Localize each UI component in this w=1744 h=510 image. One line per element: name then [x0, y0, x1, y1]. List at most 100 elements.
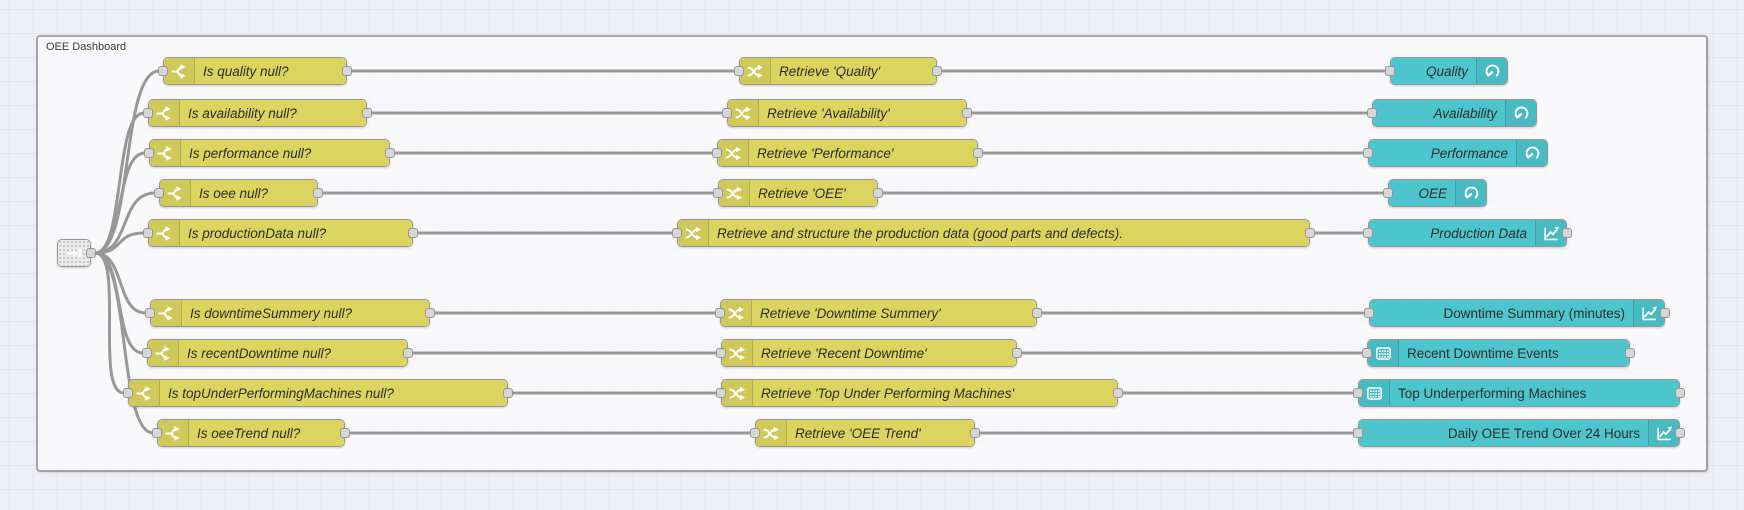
input-port[interactable] [716, 348, 726, 358]
node-is-quality-null[interactable]: Is quality null? [158, 57, 352, 85]
input-port[interactable] [734, 66, 744, 76]
output-port[interactable] [1305, 228, 1315, 238]
output-port[interactable] [385, 148, 395, 158]
output-port[interactable] [408, 228, 418, 238]
input-port[interactable] [1353, 388, 1363, 398]
node-is-recentdowntime-null[interactable]: Is recentDowntime null? [142, 339, 413, 367]
input-port[interactable] [1363, 228, 1373, 238]
input-port[interactable] [144, 148, 154, 158]
node-recent-downtime-events[interactable]: Recent Downtime Events [1362, 339, 1635, 367]
input-port[interactable] [143, 228, 153, 238]
output-port[interactable] [403, 348, 413, 358]
node-label: Is quality null? [203, 63, 289, 79]
input-port[interactable] [1367, 108, 1377, 118]
node-label: OEE [1418, 185, 1447, 201]
input-port[interactable] [1364, 308, 1374, 318]
change-icon [722, 340, 753, 366]
gauge-icon [1455, 180, 1486, 206]
node-is-availability-null[interactable]: Is availability null? [143, 99, 372, 127]
input-port[interactable] [145, 308, 155, 318]
input-port[interactable] [722, 108, 732, 118]
output-port[interactable] [1625, 348, 1635, 358]
input-port[interactable] [713, 188, 723, 198]
node-label: Is productionData null? [188, 225, 327, 241]
node-is-productiondata-null[interactable]: Is productionData null? [143, 219, 418, 247]
wire[interactable] [93, 231, 146, 255]
input-port[interactable] [712, 148, 722, 158]
output-port[interactable] [342, 66, 352, 76]
output-port[interactable] [362, 108, 372, 118]
node-retrieve-oee-trend[interactable]: Retrieve 'OEE Trend' [750, 419, 980, 447]
input-port[interactable] [1362, 348, 1372, 358]
output-port[interactable] [86, 248, 96, 258]
input-port[interactable] [716, 388, 726, 398]
node-is-downtimesummery-null[interactable]: Is downtimeSummery null? [145, 299, 435, 327]
node-retrieve-and-structure-the-production-data-good-parts-and-defects[interactable]: Retrieve and structure the production da… [672, 219, 1315, 247]
node-retrieve-top-under-performing-machines[interactable]: Retrieve 'Top Under Performing Machines' [716, 379, 1123, 407]
input-port[interactable] [143, 108, 153, 118]
input-port[interactable] [1383, 188, 1393, 198]
node-downtime-summary-minutes[interactable]: Downtime Summary (minutes) [1364, 299, 1670, 327]
node-daily-oee-trend-over-24-hours[interactable]: Daily OEE Trend Over 24 Hours [1353, 419, 1685, 447]
node-production-data[interactable]: Production Data [1363, 219, 1572, 247]
node-is-performance-null[interactable]: Is performance null? [144, 139, 395, 167]
output-port[interactable] [1032, 308, 1042, 318]
output-port[interactable] [962, 108, 972, 118]
node-link-in[interactable] [57, 239, 96, 267]
node-oee[interactable]: OEE [1383, 179, 1487, 207]
output-port[interactable] [1113, 388, 1123, 398]
output-port[interactable] [1660, 308, 1670, 318]
node-is-topunderperformingmachines-null[interactable]: Is topUnderPerformingMachines null? [123, 379, 513, 407]
node-availability[interactable]: Availability [1367, 99, 1537, 127]
input-port[interactable] [1385, 66, 1395, 76]
node-label: Retrieve and structure the production da… [717, 225, 1123, 241]
wire[interactable] [93, 251, 126, 395]
node-label: Top Underperforming Machines [1398, 385, 1587, 401]
output-port[interactable] [873, 188, 883, 198]
input-port[interactable] [123, 388, 133, 398]
node-retrieve-oee[interactable]: Retrieve 'OEE' [713, 179, 883, 207]
table-icon [1359, 380, 1390, 406]
output-port[interactable] [932, 66, 942, 76]
input-port[interactable] [1353, 428, 1363, 438]
node-is-oeetrend-null[interactable]: Is oeeTrend null? [152, 419, 350, 447]
node-top-underperforming-machines[interactable]: Top Underperforming Machines [1353, 379, 1685, 407]
input-port[interactable] [672, 228, 682, 238]
input-port[interactable] [158, 66, 168, 76]
output-port[interactable] [1675, 428, 1685, 438]
input-port[interactable] [750, 428, 760, 438]
node-retrieve-availability[interactable]: Retrieve 'Availability' [722, 99, 972, 127]
output-port[interactable] [1675, 388, 1685, 398]
node-retrieve-downtime-summery[interactable]: Retrieve 'Downtime Summery' [715, 299, 1042, 327]
node-label: Quality [1425, 63, 1468, 79]
change-icon [740, 58, 771, 84]
output-port[interactable] [1562, 228, 1572, 238]
input-port[interactable] [152, 428, 162, 438]
output-port[interactable] [1012, 348, 1022, 358]
node-retrieve-quality[interactable]: Retrieve 'Quality' [734, 57, 942, 85]
wire[interactable] [93, 191, 157, 255]
output-port[interactable] [973, 148, 983, 158]
node-is-oee-null[interactable]: Is oee null? [154, 179, 323, 207]
group-label: OEE Dashboard [46, 41, 127, 53]
switch-icon [149, 220, 180, 246]
output-port[interactable] [425, 308, 435, 318]
node-performance[interactable]: Performance [1363, 139, 1548, 167]
wire[interactable] [93, 251, 155, 435]
node-retrieve-performance[interactable]: Retrieve 'Performance' [712, 139, 983, 167]
node-label: Is availability null? [188, 105, 297, 121]
input-port[interactable] [142, 348, 152, 358]
node-retrieve-recent-downtime[interactable]: Retrieve 'Recent Downtime' [716, 339, 1022, 367]
input-port[interactable] [715, 308, 725, 318]
input-port[interactable] [154, 188, 164, 198]
node-quality[interactable]: Quality [1385, 57, 1508, 85]
output-port[interactable] [970, 428, 980, 438]
wire[interactable] [93, 151, 147, 255]
input-port[interactable] [1363, 148, 1373, 158]
output-port[interactable] [340, 428, 350, 438]
gauge-icon [1505, 100, 1536, 126]
output-port[interactable] [313, 188, 323, 198]
output-port[interactable] [503, 388, 513, 398]
